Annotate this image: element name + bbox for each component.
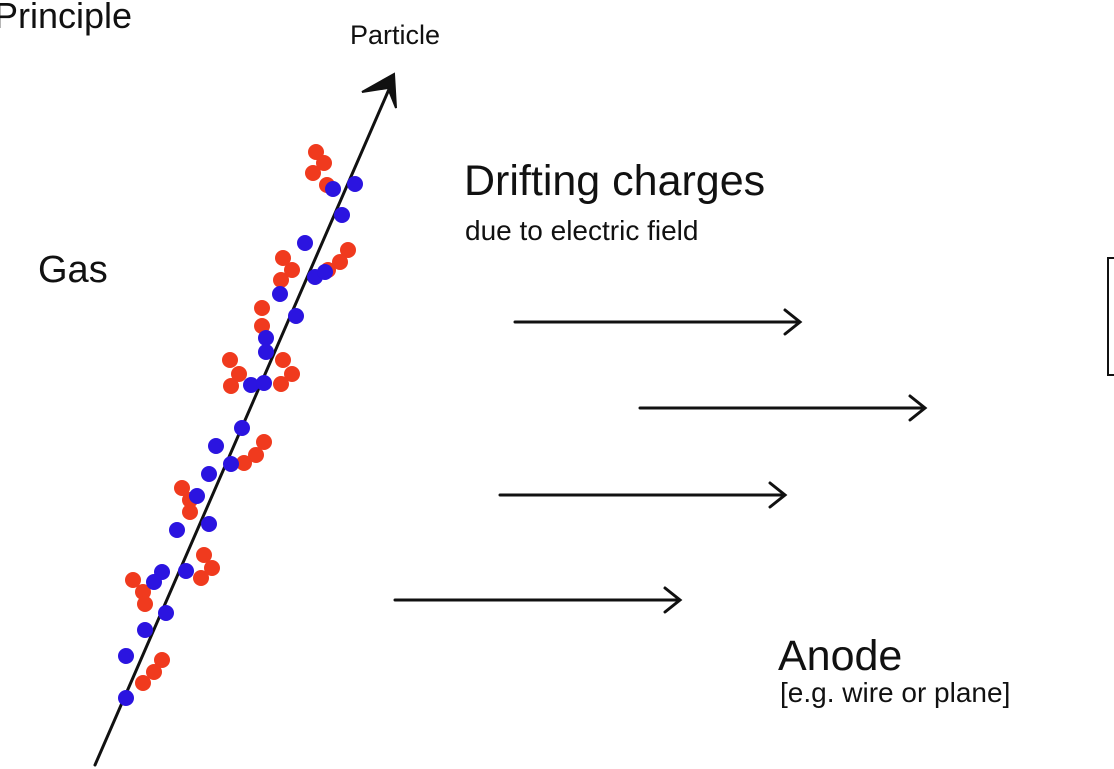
ion [204, 560, 220, 576]
ion [308, 144, 324, 160]
drift-arrows [393, 308, 928, 614]
electron [334, 207, 350, 223]
ion [146, 664, 162, 680]
ion [316, 155, 332, 171]
ion [273, 376, 289, 392]
ion [193, 570, 209, 586]
anode-subtitle: [e.g. wire or plane] [780, 677, 1010, 708]
electron [325, 181, 341, 197]
ion [256, 434, 272, 450]
ion [284, 366, 300, 382]
electron [208, 438, 224, 454]
electron [347, 176, 363, 192]
electron [118, 690, 134, 706]
electron [297, 235, 313, 251]
electron [169, 522, 185, 538]
ion [231, 366, 247, 382]
ion [340, 242, 356, 258]
electron [201, 516, 217, 532]
ion [222, 352, 238, 368]
electron [118, 648, 134, 664]
drift-subtitle: due to electric field [465, 215, 698, 246]
electron [317, 264, 333, 280]
electron [256, 375, 272, 391]
ion [236, 455, 252, 471]
electron [243, 377, 259, 393]
electron [189, 488, 205, 504]
electron [234, 420, 250, 436]
anode-title: Anode [778, 632, 902, 680]
ion [137, 596, 153, 612]
gas-label: Gas [38, 249, 108, 291]
ion [182, 504, 198, 520]
ion [254, 300, 270, 316]
ion [135, 675, 151, 691]
ion [305, 165, 321, 181]
electron [201, 466, 217, 482]
ion [196, 547, 212, 563]
particle-label: Particle [350, 20, 440, 50]
ion [275, 352, 291, 368]
ion [248, 447, 264, 463]
electron [146, 574, 162, 590]
ion [275, 250, 291, 266]
ion [223, 378, 239, 394]
ion [135, 584, 151, 600]
electron [158, 605, 174, 621]
ion [284, 262, 300, 278]
electron [258, 344, 274, 360]
ion [273, 272, 289, 288]
drift-title: Drifting charges [464, 157, 765, 205]
ion [174, 480, 190, 496]
charges [118, 144, 363, 706]
ion [332, 254, 348, 270]
electron [137, 622, 153, 638]
ion [125, 572, 141, 588]
electron [288, 308, 304, 324]
electron [258, 330, 274, 346]
electron [178, 563, 194, 579]
anode-box [1107, 257, 1114, 376]
title: Principle [0, 0, 132, 36]
electron [272, 286, 288, 302]
ion [154, 652, 170, 668]
electron [223, 456, 239, 472]
